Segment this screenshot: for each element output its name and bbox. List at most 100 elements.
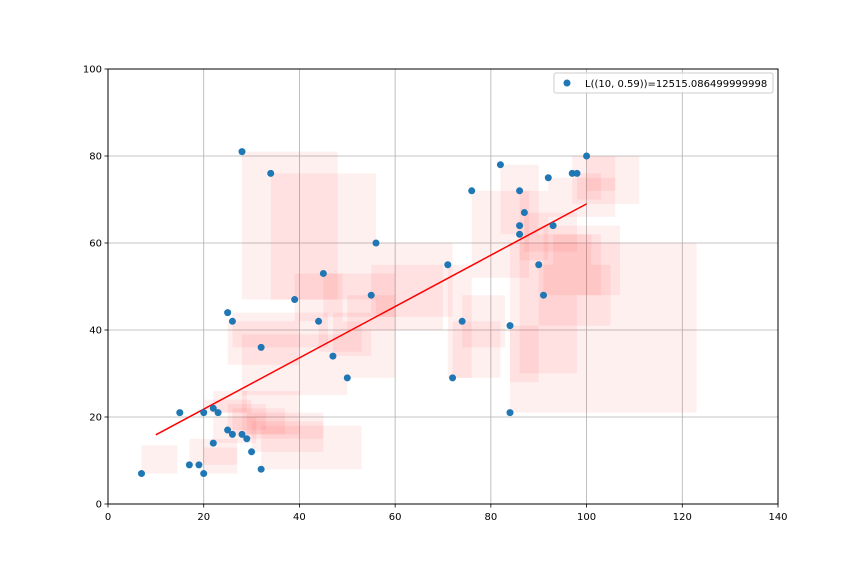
highlight-rect — [548, 177, 616, 217]
highlight-rect — [232, 408, 286, 435]
x-tick-label: 80 — [484, 512, 497, 523]
highlight-rect — [294, 273, 343, 322]
data-point — [343, 374, 351, 382]
data-point — [540, 291, 547, 299]
data-point — [319, 269, 327, 277]
data-point — [200, 470, 208, 478]
highlight-rect — [251, 421, 324, 452]
x-tick-label: 20 — [197, 512, 210, 523]
highlight-rect — [141, 445, 178, 474]
data-point — [214, 409, 222, 417]
y-tick-label: 80 — [89, 152, 102, 163]
y-axis: 0 20 40 60 80 100 — [83, 65, 108, 511]
highlight-rect — [227, 403, 266, 431]
scatter-points — [138, 148, 591, 478]
legend: L((10, 0.59))=12515.086499999998 — [553, 72, 774, 94]
y-tick-label: 60 — [89, 239, 102, 250]
data-point — [228, 317, 236, 325]
fit-line — [155, 203, 587, 436]
highlight-rect — [543, 225, 621, 296]
data-point — [449, 374, 457, 382]
highlight-rectangles — [141, 151, 697, 474]
data-point — [568, 169, 576, 177]
data-point — [496, 161, 504, 169]
data-point — [516, 222, 524, 230]
data-point — [238, 148, 246, 156]
data-point — [224, 426, 232, 434]
highlight-rect — [538, 264, 611, 326]
data-point — [329, 352, 337, 360]
axes-background — [108, 69, 778, 504]
highlight-rect — [519, 190, 549, 261]
axes-frame — [107, 68, 779, 505]
data-point — [248, 448, 256, 456]
highlight-rect — [242, 390, 300, 435]
data-point — [544, 174, 552, 182]
x-tick-label: 140 — [768, 512, 787, 523]
highlight-rect — [462, 295, 506, 348]
data-point — [372, 239, 380, 247]
x-axis: 0 20 40 60 80 100 120 140 — [105, 504, 788, 523]
highlight-rect — [270, 173, 376, 300]
y-tick-label: 40 — [89, 326, 102, 337]
data-point — [506, 322, 514, 330]
data-point — [195, 461, 203, 469]
highlight-rect — [510, 243, 697, 413]
highlight-rect — [332, 312, 372, 357]
highlight-rect — [347, 295, 396, 378]
plot-area: 0 20 40 60 80 100 120 140 0 20 40 60 80 100 — [83, 65, 788, 524]
highlight-rect — [227, 321, 300, 365]
data-point — [176, 409, 184, 417]
data-point — [257, 465, 265, 473]
data-point — [291, 296, 299, 304]
highlight-rect — [203, 447, 238, 474]
data-point — [458, 317, 466, 325]
data-point — [267, 169, 275, 177]
x-tick-label: 0 — [105, 512, 111, 523]
x-tick-label: 40 — [293, 512, 306, 523]
data-point — [516, 230, 524, 238]
data-point — [315, 317, 323, 325]
highlight-rect — [510, 325, 539, 383]
x-tick-label: 60 — [389, 512, 402, 523]
y-tick-label: 0 — [96, 500, 102, 511]
data-point — [549, 222, 557, 230]
highlight-rect — [261, 425, 362, 470]
highlight-rect — [519, 234, 601, 296]
highlight-rect — [553, 234, 592, 265]
highlight-rect — [323, 273, 396, 317]
highlight-rect — [519, 295, 577, 374]
legend-frame — [553, 72, 774, 94]
data-point — [257, 343, 265, 351]
highlight-rect — [572, 156, 640, 204]
highlight-rect — [376, 243, 453, 317]
data-point — [224, 309, 232, 317]
data-point — [243, 435, 251, 443]
y-tick-label: 100 — [83, 65, 102, 76]
highlight-rect — [586, 156, 616, 191]
fit-line-path — [155, 203, 587, 436]
data-point — [583, 152, 591, 160]
data-point — [138, 470, 145, 478]
highlight-rect — [452, 321, 501, 378]
highlight-rect — [371, 264, 443, 330]
highlight-rect — [213, 390, 247, 413]
data-point — [185, 461, 193, 469]
data-point — [200, 409, 208, 417]
highlight-rect — [246, 412, 324, 439]
data-point — [238, 430, 246, 438]
data-point — [444, 261, 452, 269]
data-point — [573, 169, 581, 177]
y-tick-label: 20 — [89, 413, 102, 424]
data-point — [506, 409, 514, 417]
highlight-rect — [232, 312, 329, 348]
data-point — [367, 291, 375, 299]
data-point — [209, 439, 217, 447]
data-point — [520, 209, 528, 217]
x-tick-label: 120 — [673, 512, 692, 523]
data-point — [516, 187, 524, 195]
legend-label: L((10, 0.59))=12515.086499999998 — [585, 79, 767, 90]
data-point — [228, 430, 236, 438]
data-point — [468, 187, 476, 195]
